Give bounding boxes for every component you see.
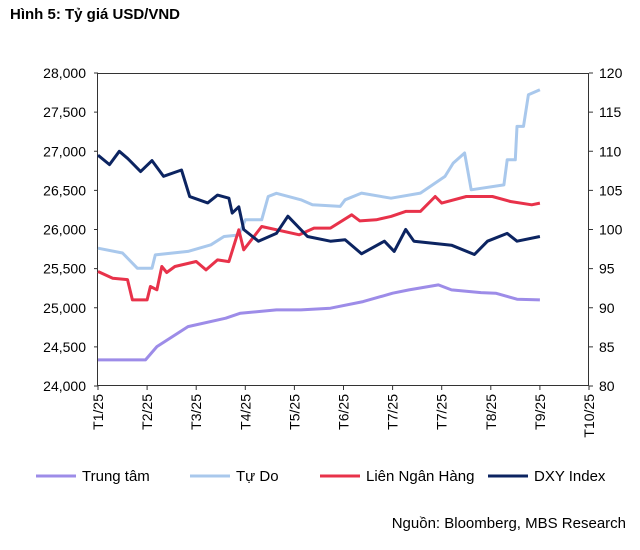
x-tick-label: T6/25 (336, 394, 352, 430)
x-tick-label: T3/25 (188, 394, 204, 430)
x-tick-label: T2/25 (139, 394, 155, 430)
chart-title: Hình 5: Tỷ giá USD/VND (10, 6, 180, 23)
right-tick-label: 100 (599, 222, 623, 238)
legend-label: Liên Ngân Hàng (366, 468, 474, 485)
left-tick-label: 24,000 (43, 378, 86, 394)
series-line-dxy-index (97, 149, 541, 256)
right-tick-label: 115 (599, 104, 622, 120)
left-tick-label: 27,500 (43, 104, 86, 120)
right-tick-label: 120 (599, 65, 623, 81)
left-tick-label: 24,500 (43, 339, 86, 355)
right-tick-label: 95 (599, 261, 615, 277)
x-tick-label: T8/25 (483, 394, 499, 430)
x-tick-label: T9/25 (532, 394, 548, 430)
x-tick-label: T1/25 (90, 394, 106, 430)
series-line-tự-do (97, 88, 541, 270)
left-tick-label: 26,000 (43, 222, 86, 238)
right-tick-label: 85 (599, 339, 615, 355)
x-tick-label: T7/25 (434, 394, 450, 430)
legend-label: Tự Do (236, 468, 279, 485)
x-tick-label: T5/25 (286, 394, 302, 430)
legend-label: DXY Index (534, 468, 606, 485)
left-tick-label: 25,500 (43, 261, 86, 277)
source-note: Nguồn: Bloomberg, MBS Research (392, 515, 626, 532)
series-line-liên-ngân-hàng (97, 195, 541, 302)
left-tick-label: 25,000 (43, 300, 86, 316)
x-tick-label: T7/25 (385, 394, 401, 430)
right-tick-label: 110 (599, 143, 622, 159)
right-tick-label: 105 (599, 182, 623, 198)
left-tick-label: 26,500 (43, 182, 86, 198)
right-tick-label: 90 (599, 300, 615, 316)
series-line-trung-tâm (98, 283, 540, 362)
left-tick-label: 27,000 (43, 143, 86, 159)
left-tick-label: 28,000 (43, 65, 86, 81)
x-tick-label: T4/25 (237, 394, 253, 430)
right-tick-label: 80 (599, 378, 615, 394)
x-tick-label: T10/25 (581, 394, 597, 438)
legend-label: Trung tâm (82, 468, 150, 485)
